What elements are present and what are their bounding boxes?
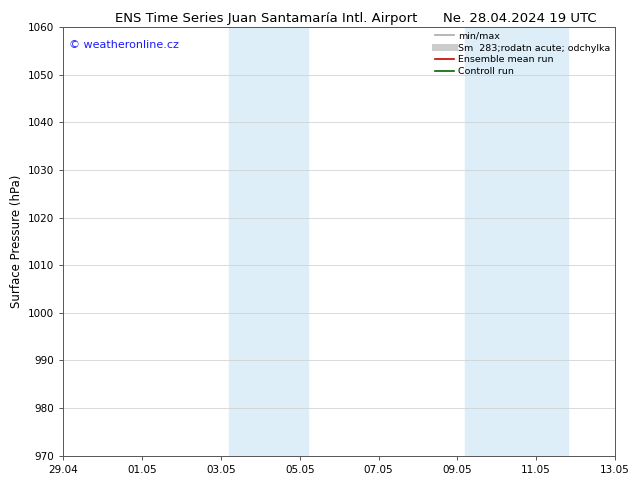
- Legend: min/max, Sm  283;rodatn acute; odchylka, Ensemble mean run, Controll run: min/max, Sm 283;rodatn acute; odchylka, …: [436, 32, 611, 76]
- Bar: [229, 27, 307, 456]
- Text: ENS Time Series Juan Santamaría Intl. Airport: ENS Time Series Juan Santamaría Intl. Ai…: [115, 12, 417, 25]
- Y-axis label: Surface Pressure (hPa): Surface Pressure (hPa): [10, 174, 23, 308]
- Text: © weatheronline.cz: © weatheronline.cz: [69, 40, 179, 50]
- Text: Ne. 28.04.2024 19 UTC: Ne. 28.04.2024 19 UTC: [443, 12, 597, 25]
- Bar: [465, 27, 567, 456]
